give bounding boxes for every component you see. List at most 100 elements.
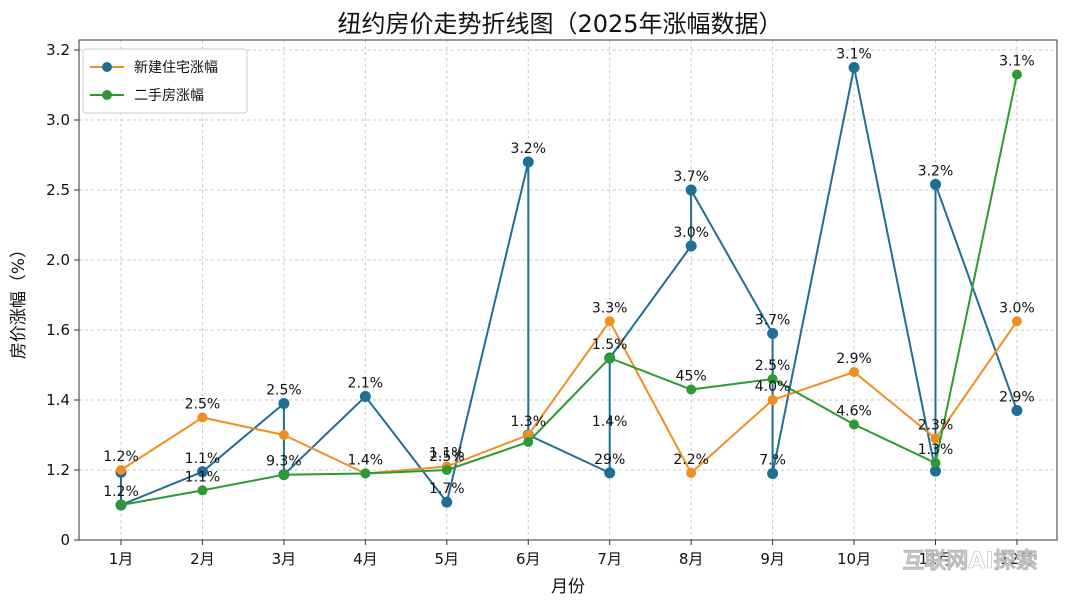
x-tick-label: 1月 [109,550,134,568]
data-point [604,353,615,363]
data-point [359,391,371,402]
data-label: 1.4% [592,414,628,430]
data-point [686,467,697,478]
data-label: 3.7% [755,313,791,329]
data-point [930,178,941,190]
data-label: 2.2% [673,452,709,468]
data-point [767,328,779,339]
data-label: 1.2% [103,449,139,465]
data-label: 4.0% [755,379,791,395]
data-point [196,466,208,478]
data-point [1011,316,1022,327]
series-0 [116,316,1022,479]
x-tick-layer: 1月 2月 3月 4月 5月 6月 7月 8月 9月 10月 11月 12月 [109,540,1034,568]
data-point [441,465,452,475]
x-tick-label: 6月 [516,550,541,568]
y-tick-label: 3.0 [46,111,70,129]
x-tick-label: 4月 [353,550,378,568]
series-layer [115,62,1023,511]
data-label: 45% [676,369,707,385]
data-point [767,468,779,479]
y-tick-label: 2.0 [46,251,70,269]
plot-frame [78,39,1058,541]
data-point [604,467,616,479]
data-point [523,430,534,440]
data-point [360,468,371,479]
data-point [686,384,697,395]
data-label: 1.3% [510,414,546,430]
data-label: 2.9% [999,390,1035,406]
data-point [685,184,697,196]
legend-box [82,48,248,114]
data-label: 1.3% [918,442,954,458]
data-point [278,398,290,409]
x-tick-label: 7月 [597,550,622,568]
data-point [604,316,615,327]
series-line [120,66,1018,506]
data-point [197,412,208,423]
data-point [278,430,289,440]
data-label: 3.0% [999,300,1035,316]
legend-marker-new-homes [102,62,112,72]
data-point [441,496,453,508]
y-tick-label: 2.5 [46,181,70,199]
data-point [197,485,208,496]
legend-marker-resale [102,90,112,100]
data-point [116,500,126,510]
data-label: 1.7% [429,481,465,497]
data-point [849,367,860,377]
data-label: 1.1% [185,469,221,485]
data-label: 2.5% [266,383,302,399]
data-point [930,465,941,477]
watermark-text: 互联网AI探索 [902,548,1037,574]
chart-title: 纽约房价走势折线图（2025年涨幅数据） [337,10,782,38]
data-label: 1.1% [185,451,221,467]
data-point [848,62,860,73]
legend-label-new-homes: 新建住宅涨幅 [134,60,218,76]
data-label: 7.% [759,453,786,469]
legend-label-resale: 二手房涨幅 [134,88,204,104]
series-2 [115,62,1023,511]
data-label: 3.0% [673,225,709,241]
y-tick-label: 0 [60,531,70,549]
y-tick-label: 3.2 [46,41,70,59]
x-tick-label: 9月 [760,550,785,568]
data-label: 2.3% [918,418,954,434]
data-point [1011,69,1022,80]
x-tick-label: 5月 [435,550,460,568]
x-tick-label: 10月 [837,550,871,568]
y-tick-label: 1.6 [46,321,70,339]
data-label: 9.3% [266,454,302,470]
series-line [120,74,1018,506]
data-point [849,419,860,430]
y-tick-label: 1.2 [46,461,70,479]
data-label: 2.5% [185,397,221,413]
x-tick-label: 11月 [918,550,952,568]
data-label: 2.5% [429,449,465,465]
data-label: 3.2% [510,141,546,157]
y-tick-layer: 0 1.2 1.4 1.6 2.0 2.5 3.0 3.2 [46,41,79,549]
data-label: 2.9% [836,351,872,367]
y-axis-label: 房价涨幅（%） [9,241,29,359]
data-point [523,437,534,447]
grid-layer [79,40,1057,540]
x-tick-label: 2月 [190,550,215,568]
x-tick-label: 3月 [272,550,297,568]
data-label: 4.6% [836,404,872,420]
y-tick-label: 1.4 [46,391,70,409]
data-label: 1.2% [103,484,139,500]
data-label: 3.1% [836,47,872,63]
data-label: 3.2% [918,163,954,179]
data-label: 1.5% [592,337,628,353]
data-label: 2.1% [348,376,384,392]
data-label: 3.3% [592,300,628,316]
x-axis-label: 月份 [551,577,585,597]
data-label: 3.1% [999,54,1035,70]
data-point [767,374,778,384]
data-point [930,433,941,444]
data-label: 29% [594,452,625,468]
series-1 [116,69,1022,510]
data-label: 2.5% [755,358,791,374]
legend: 新建住宅涨幅 二手房涨幅 [82,48,248,114]
series-line [120,320,1018,475]
